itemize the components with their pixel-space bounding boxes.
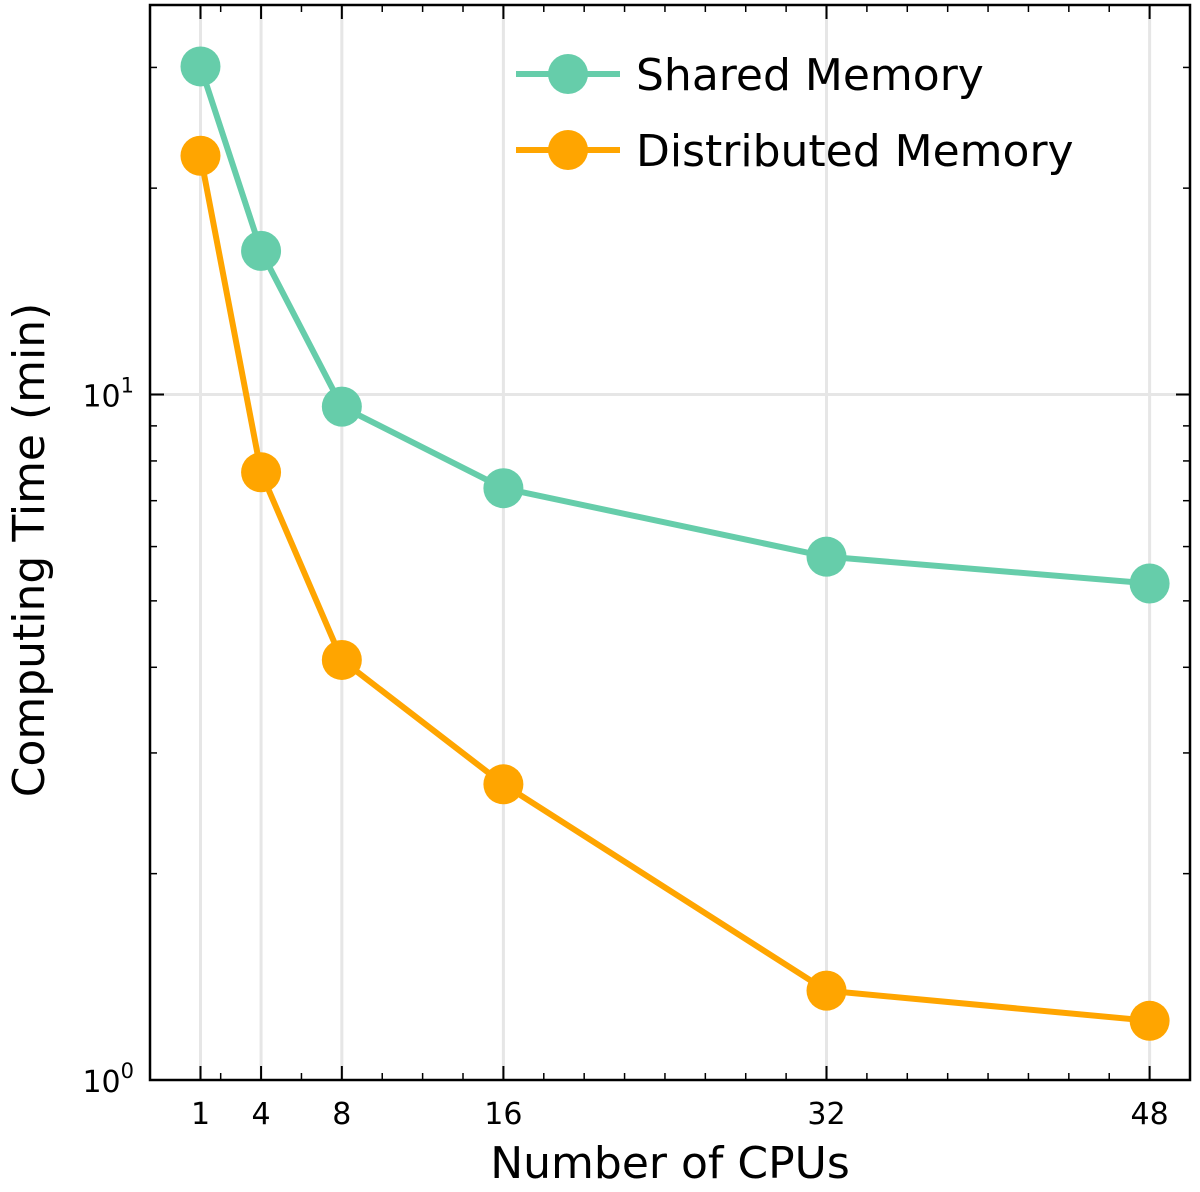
data-point-shared-memory [1129, 563, 1170, 604]
x-tick-label: 1 [191, 1097, 210, 1132]
major-ticks [150, 5, 1190, 1081]
y-tick-labels: 100 101 [82, 374, 134, 1100]
legend: Shared Memory Distributed Memory [516, 50, 1074, 177]
y-axis-title: Computing Time (min) [4, 303, 55, 798]
data-point-shared-memory [321, 386, 362, 427]
series-lines [197, 65, 1150, 1024]
y-tick-label: 101 [82, 374, 134, 415]
data-point-distributed-memory [241, 452, 282, 493]
data-point-shared-memory [241, 230, 282, 271]
y-tick-label: 100 [82, 1059, 134, 1100]
series-markers [180, 46, 1170, 1041]
data-point-distributed-memory [806, 970, 847, 1011]
plot-frame [148, 3, 1192, 1082]
x-tick-label: 16 [484, 1097, 522, 1132]
data-point-distributed-memory [1129, 1000, 1170, 1041]
x-tick-labels: 1 4 8 16 32 48 [191, 1097, 1169, 1132]
x-tick-label: 4 [252, 1097, 271, 1132]
data-point-distributed-memory [483, 764, 524, 805]
series-line-shared-memory [197, 65, 1150, 587]
legend-label-shared-memory: Shared Memory [636, 50, 984, 101]
x-tick-label: 48 [1131, 1097, 1169, 1132]
legend-marker-distributed-memory [548, 130, 588, 170]
data-point-distributed-memory [321, 639, 362, 680]
legend-label-distributed-memory: Distributed Memory [636, 126, 1074, 177]
x-tick-label: 32 [807, 1097, 845, 1132]
x-tick-label: 8 [332, 1097, 351, 1132]
legend-marker-shared-memory [548, 54, 588, 94]
data-point-shared-memory [483, 468, 524, 509]
data-point-shared-memory [180, 46, 221, 87]
series-line-distributed-memory [197, 155, 1150, 1024]
data-point-shared-memory [806, 536, 847, 577]
data-point-distributed-memory [180, 135, 221, 176]
x-axis-title: Number of CPUs [490, 1138, 850, 1189]
